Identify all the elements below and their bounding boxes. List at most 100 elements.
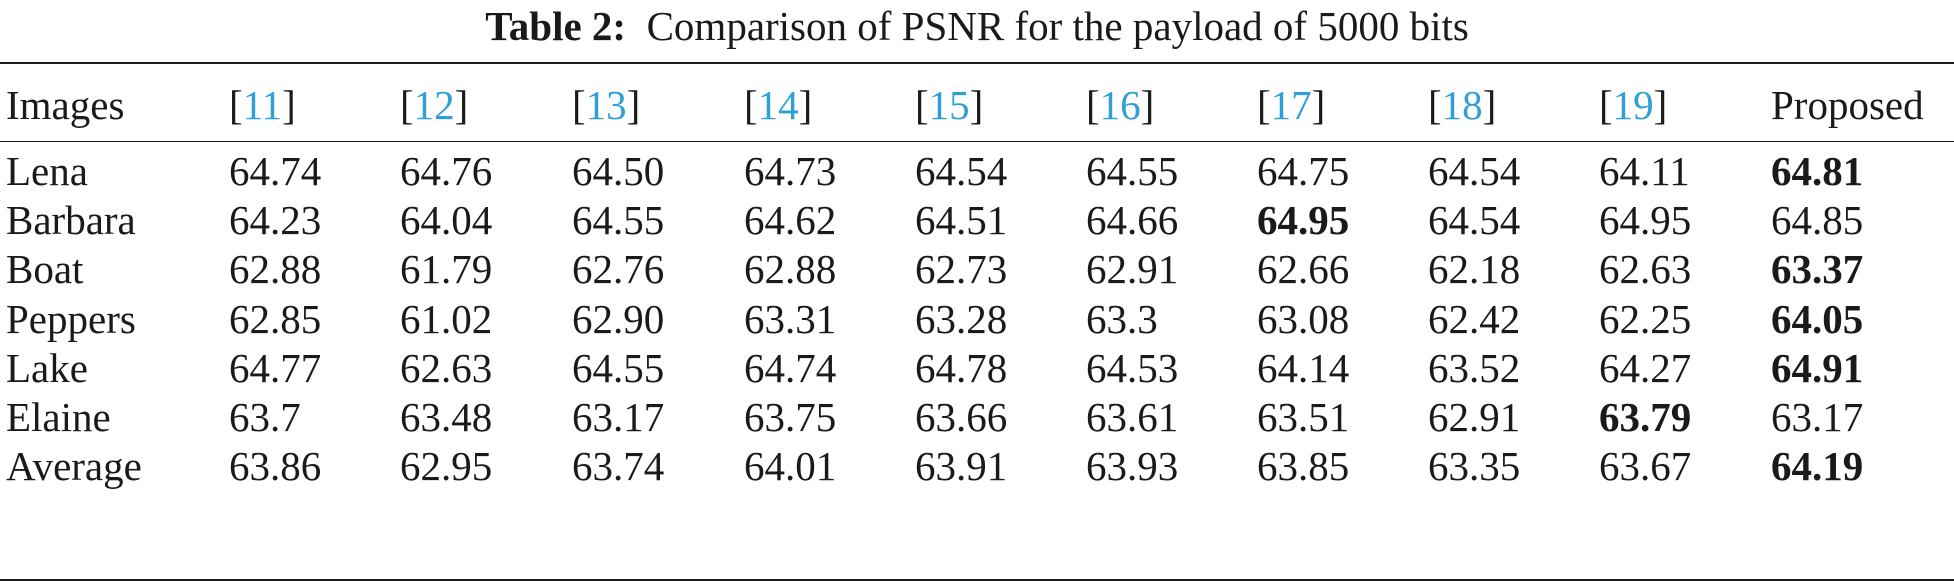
table-bottom-rule (0, 579, 1954, 581)
citation-link[interactable]: 13 (585, 82, 627, 128)
psnr-value-cell: 64.04 (400, 197, 493, 244)
psnr-value-cell: 64.62 (744, 197, 837, 244)
citation-bracket: [ (400, 82, 414, 128)
psnr-value-cell: 64.73 (744, 148, 837, 194)
psnr-value-cell-best: 64.95 (1257, 197, 1350, 244)
psnr-value-cell: 64.55 (572, 197, 665, 244)
psnr-value-cell: 64.51 (915, 197, 1008, 244)
header-cell: [11] (229, 74, 296, 136)
psnr-value-cell-best: 64.81 (1771, 148, 1864, 194)
table-caption-label: Table 2: (485, 3, 627, 49)
psnr-value-cell: 62.91 (1428, 394, 1521, 440)
citation-bracket: [ (915, 82, 929, 128)
citation-bracket: ] (1140, 82, 1155, 128)
psnr-value-cell: 63.35 (1428, 443, 1521, 490)
citation-bracket: [ (1428, 82, 1442, 128)
psnr-value-cell: 63.91 (915, 443, 1008, 490)
psnr-value-cell: 64.76 (400, 148, 493, 194)
citation-bracket: ] (1653, 82, 1668, 128)
header-cell: [18] (1428, 74, 1496, 136)
psnr-value-cell: 62.85 (229, 295, 322, 342)
psnr-value-cell: 63.28 (915, 295, 1008, 342)
citation-bracket: [ (1086, 82, 1100, 128)
psnr-value-cell: 64.77 (229, 344, 322, 391)
psnr-value-cell: 62.88 (744, 246, 837, 293)
citation-link[interactable]: 17 (1270, 82, 1312, 128)
header-cell: [12] (400, 74, 468, 136)
psnr-value-cell: 62.91 (1086, 246, 1179, 293)
citation-link[interactable]: 19 (1612, 82, 1654, 128)
citation-link[interactable]: 12 (413, 82, 455, 128)
image-name-cell: Elaine (6, 394, 111, 440)
psnr-value-cell: 64.54 (1428, 148, 1521, 194)
psnr-value-cell: 62.63 (1599, 246, 1692, 293)
psnr-value-cell-best: 64.91 (1771, 344, 1864, 391)
psnr-value-cell: 64.74 (744, 344, 837, 391)
psnr-value-cell: 64.27 (1599, 344, 1692, 391)
header-cell: [13] (572, 74, 640, 136)
citation-link[interactable]: 11 (242, 82, 283, 128)
citation-bracket: [ (1257, 82, 1271, 128)
citation-bracket: [ (744, 82, 758, 128)
psnr-value-cell: 61.02 (400, 295, 493, 342)
psnr-value-cell-best: 64.05 (1771, 295, 1864, 342)
table-header-rule (0, 141, 1954, 142)
psnr-value-cell: 62.66 (1257, 246, 1350, 293)
psnr-value-cell: 64.54 (915, 148, 1008, 194)
psnr-value-cell: 63.67 (1599, 443, 1692, 490)
psnr-value-cell: 63.51 (1257, 394, 1350, 440)
image-name-cell: Peppers (6, 295, 136, 342)
psnr-value-cell: 64.54 (1428, 197, 1521, 244)
psnr-value-cell: 64.50 (572, 148, 665, 194)
image-name-cell: Boat (6, 246, 84, 293)
citation-link[interactable]: 16 (1099, 82, 1141, 128)
citation-bracket: [ (229, 82, 243, 128)
image-name-cell: Lake (6, 344, 88, 391)
psnr-value-cell: 63.93 (1086, 443, 1179, 490)
header-cell: [15] (915, 74, 983, 136)
table-row: Lena 64.74 64.76 64.50 64.73 64.54 64.55 64.75 6… (0, 145, 1954, 197)
citation-bracket: ] (1311, 82, 1326, 128)
psnr-value-cell-best: 63.37 (1771, 246, 1864, 293)
psnr-value-cell: 62.90 (572, 295, 665, 342)
citation-bracket: [ (572, 82, 586, 128)
header-cell: [14] (744, 74, 812, 136)
citation-link[interactable]: 14 (757, 82, 799, 128)
citation-bracket: ] (454, 82, 469, 128)
psnr-value-cell: 62.88 (229, 246, 322, 293)
image-name-cell: Lena (6, 148, 88, 194)
psnr-value-cell: 63.3 (1086, 295, 1158, 342)
header-cell: [19] (1599, 74, 1667, 136)
image-name-cell: Average (6, 443, 142, 490)
psnr-value-cell: 63.7 (229, 394, 301, 440)
psnr-value-cell: 64.75 (1257, 148, 1350, 194)
psnr-value-cell: 64.14 (1257, 344, 1350, 391)
table-row: Lake 64.77 62.63 64.55 64.74 64.78 64.53 64.14 6… (0, 342, 1954, 394)
table-row: Boat 62.88 61.79 62.76 62.88 62.73 62.91 62.66 6… (0, 243, 1954, 295)
table-row: Barbara 64.23 64.04 64.55 64.62 64.51 64.66 64.… (0, 194, 1954, 246)
psnr-value-cell: 62.25 (1599, 295, 1692, 342)
header-cell: [16] (1086, 74, 1154, 136)
psnr-value-cell: 64.74 (229, 148, 322, 194)
citation-link[interactable]: 18 (1441, 82, 1483, 128)
psnr-value-cell: 63.85 (1257, 443, 1350, 490)
header-cell: Proposed (1771, 82, 1924, 128)
citation-link[interactable]: 15 (928, 82, 970, 128)
psnr-value-cell: 64.11 (1599, 148, 1690, 194)
psnr-value-cell: 64.85 (1771, 197, 1864, 244)
psnr-value-cell-best: 63.79 (1599, 394, 1692, 440)
table-header-row: Images [11] [12] [13] [14] [15] [16] [17] [18] [1… (0, 74, 1954, 136)
table-row: Peppers 62.85 61.02 62.90 63.31 63.28 63.3 63.0… (0, 293, 1954, 345)
citation-bracket: ] (798, 82, 813, 128)
citation-bracket: [ (1599, 82, 1613, 128)
psnr-value-cell: 64.66 (1086, 197, 1179, 244)
psnr-value-cell: 63.17 (1771, 394, 1864, 440)
table-row: Average 63.86 62.95 63.74 64.01 63.91 63.93 63.… (0, 440, 1954, 492)
psnr-value-cell: 63.74 (572, 443, 665, 490)
table-caption: Table 2: Comparison of PSNR for the payl… (0, 0, 1954, 50)
psnr-value-cell: 61.79 (400, 246, 493, 293)
psnr-value-cell: 63.52 (1428, 344, 1521, 391)
psnr-value-cell: 63.86 (229, 443, 322, 490)
psnr-value-cell: 63.31 (744, 295, 837, 342)
psnr-value-cell: 63.66 (915, 394, 1008, 440)
